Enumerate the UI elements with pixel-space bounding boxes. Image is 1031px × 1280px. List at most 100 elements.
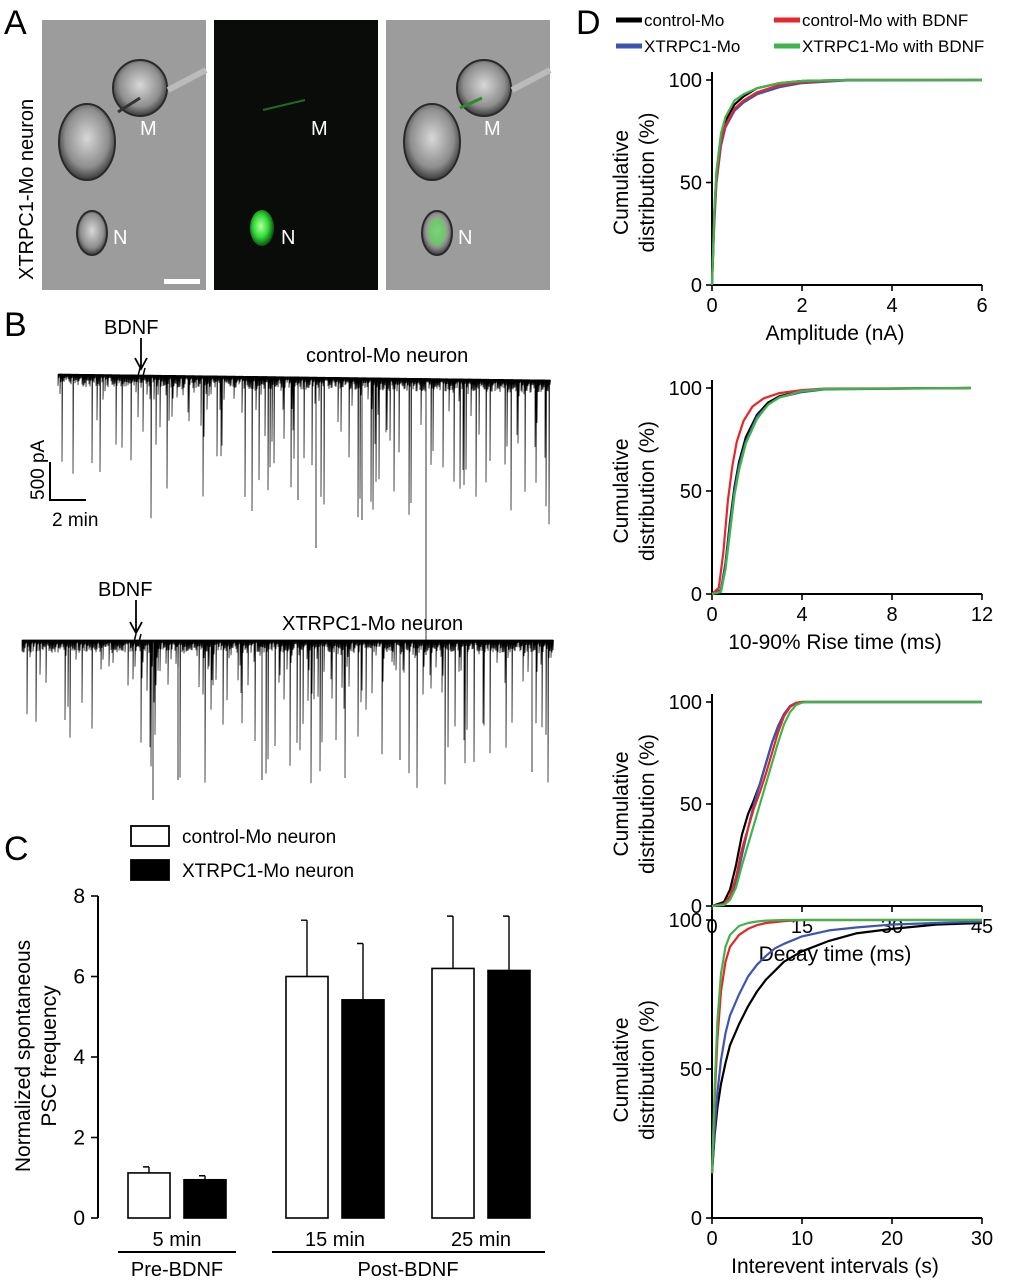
y-axis-label-line: Cumulative bbox=[610, 130, 633, 235]
group-label-post: Post-BDNF bbox=[357, 1259, 458, 1280]
legend-label-1: XTRPC1-Mo neuron bbox=[182, 861, 354, 882]
legend-swatch-1 bbox=[130, 859, 170, 881]
error-bar bbox=[503, 915, 510, 971]
scale-bar-label-x: 2 min bbox=[52, 510, 98, 531]
series-xtrpc1-mo-with-bdnf bbox=[711, 386, 971, 596]
y-axis-label-line: distribution (%) bbox=[636, 734, 659, 874]
x-axis-label: Amplitude (nA) bbox=[766, 322, 905, 345]
trace-waveform bbox=[21, 639, 554, 788]
series-control-mo-with-bdnf bbox=[711, 386, 971, 595]
x-tick-label: 0 bbox=[706, 604, 717, 626]
x-tick-label: 4 bbox=[796, 604, 807, 626]
panel-letter-c: C bbox=[4, 830, 29, 868]
y-tick-label: 100 bbox=[669, 378, 702, 400]
bdnf-label-2: BDNF bbox=[98, 579, 152, 601]
y-axis-label-line: PSC frequency bbox=[38, 985, 61, 1127]
x-tick-label: 4 bbox=[886, 295, 897, 317]
axes bbox=[711, 694, 982, 907]
y-axis-label: Cumulative distribution (%) bbox=[610, 421, 659, 561]
bdnf-arrow-2 bbox=[129, 600, 143, 635]
y-tick-label: 50 bbox=[680, 1059, 702, 1081]
label-n-fluorescence: N bbox=[281, 227, 295, 249]
y-axis-label-line: Normalized spontaneous bbox=[12, 940, 35, 1172]
bar-0-2 bbox=[431, 967, 475, 1219]
y-axis-label-line: Cumulative bbox=[610, 438, 633, 543]
panel-letter-b: B bbox=[4, 306, 27, 344]
trace-xtrpc1-mo bbox=[21, 633, 554, 800]
y-tick-label: 50 bbox=[680, 794, 702, 816]
x-tick-label: 20 bbox=[881, 1228, 903, 1250]
x-tick-label: 6 bbox=[976, 295, 987, 317]
trace-waveform bbox=[57, 373, 551, 525]
series-control-mo bbox=[710, 78, 982, 286]
trace-label-xtrpc1: XTRPC1-Mo neuron bbox=[282, 613, 463, 635]
x-axis-label: Interevent intervals (s) bbox=[731, 1255, 939, 1278]
category-label: 15 min bbox=[305, 1229, 365, 1251]
subplot-4: 0 50 100 0 10 20 30 Interevent intervals (s) Cum… bbox=[610, 910, 993, 1278]
group-label-pre: Pre-BDNF bbox=[131, 1259, 223, 1280]
category-label: 5 min bbox=[153, 1229, 202, 1251]
x-tick-label: 30 bbox=[881, 916, 903, 938]
error-bar bbox=[447, 915, 454, 969]
y-tick-label: 50 bbox=[680, 481, 702, 503]
y-tick-label: 50 bbox=[680, 173, 702, 195]
bar-0-1 bbox=[285, 975, 329, 1219]
series-xtrpc1-mo bbox=[710, 920, 983, 1174]
y-axis-label: Cumulative distribution (%) bbox=[610, 1000, 659, 1140]
bar-1-0 bbox=[183, 1178, 227, 1219]
merged-image: M N bbox=[386, 20, 552, 290]
series-xtrpc1-mo-with-bdnf bbox=[711, 700, 982, 908]
bar-0-0 bbox=[127, 1172, 171, 1219]
y-axis-label: Normalized spontaneous PSC frequency bbox=[12, 940, 61, 1172]
label-n-merged: N bbox=[458, 227, 472, 249]
trace-break-mark bbox=[132, 633, 142, 647]
fluorescence-image: M N bbox=[214, 20, 378, 290]
scale-bar bbox=[164, 279, 200, 284]
scale-bar-label-y: 500 pA bbox=[28, 439, 49, 500]
series-control-mo bbox=[710, 921, 983, 1174]
panel-a-side-label: XTRPC1-Mo neuron bbox=[16, 99, 38, 280]
subplot-2: 0 50 100 0 4 8 12 10-90% Rise time (ms) Cumulati… bbox=[610, 378, 993, 654]
axes bbox=[711, 72, 982, 286]
category-label: 25 min bbox=[451, 1229, 511, 1251]
label-m-merged: M bbox=[484, 118, 501, 140]
x-tick-label: 15 bbox=[791, 916, 813, 938]
subplot-1: 0 50 100 0 2 4 6 Amplitude (nA) Cumulative distri… bbox=[610, 70, 988, 345]
error-bar bbox=[143, 1166, 150, 1173]
x-axis-label: Decay time (ms) bbox=[759, 943, 912, 966]
trace-break-mark bbox=[136, 367, 146, 381]
y-tick-label: 0 bbox=[73, 1207, 85, 1230]
y-axis-label: Cumulative distribution (%) bbox=[610, 734, 659, 874]
legend-label-2: XTRPC1-Mo bbox=[644, 37, 740, 56]
x-tick-label: 2 bbox=[796, 295, 807, 317]
y-axis-label: Cumulative distribution (%) bbox=[610, 112, 659, 252]
label-m-fluorescence: M bbox=[311, 118, 328, 140]
y-tick-label: 0 bbox=[691, 275, 702, 297]
y-axis-label-line: distribution (%) bbox=[636, 1000, 659, 1140]
panel-letter-a: A bbox=[4, 4, 27, 42]
y-tick-label: 100 bbox=[669, 70, 702, 92]
panel-letter-d: D bbox=[576, 4, 601, 42]
x-tick-label: 8 bbox=[886, 604, 897, 626]
series-xtrpc1-mo-with-bdnf bbox=[710, 918, 982, 1174]
label-m-brightfield: M bbox=[140, 118, 157, 140]
y-tick-label: 2 bbox=[73, 1127, 85, 1150]
x-tick-label: 10 bbox=[791, 1228, 813, 1250]
legend-label-3: XTRPC1-Mo with BDNF bbox=[802, 37, 984, 56]
x-tick-label: 30 bbox=[971, 1228, 993, 1250]
legend-swatch-0 bbox=[130, 825, 170, 847]
legend-label-0: control-Mo bbox=[644, 11, 724, 30]
y-tick-label: 100 bbox=[669, 692, 702, 714]
bdnf-label-1: BDNF bbox=[104, 317, 158, 339]
trace-label-control: control-Mo neuron bbox=[306, 345, 468, 367]
series-control-mo bbox=[711, 700, 982, 908]
panel-b: BDNF control-Mo neuron BDNF XTRPC1-Mo ne… bbox=[21, 317, 554, 800]
series-xtrpc1-mo bbox=[711, 386, 971, 596]
y-tick-label: 6 bbox=[73, 966, 85, 989]
y-axis-label-line: distribution (%) bbox=[636, 421, 659, 561]
bdnf-arrow-1 bbox=[134, 338, 148, 371]
x-axis-label: 10-90% Rise time (ms) bbox=[728, 631, 942, 654]
legend-label-0: control-Mo neuron bbox=[182, 827, 336, 848]
